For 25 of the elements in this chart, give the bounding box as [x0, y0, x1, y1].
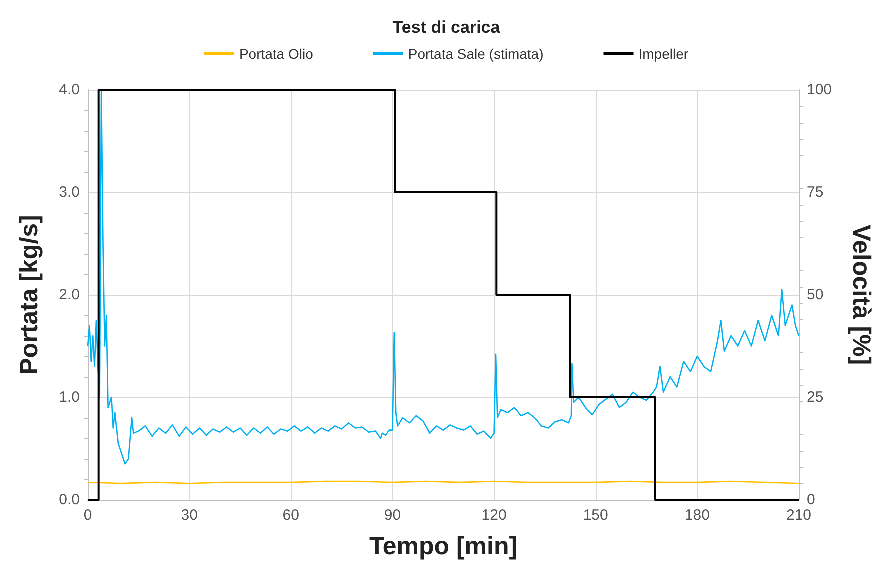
- y2-tick-label: 100: [807, 82, 832, 98]
- y2-tick-label: 0: [807, 492, 816, 508]
- x-tick-label: 60: [282, 507, 300, 524]
- legend-label: Impeller: [638, 46, 689, 62]
- y-tick-label: 1.0: [59, 389, 80, 406]
- y-tick-label: 3.0: [59, 184, 80, 201]
- y2-tick-label: 25: [807, 389, 824, 406]
- y-tick-label: 4.0: [59, 82, 80, 98]
- x-tick-label: 180: [684, 507, 710, 524]
- chart-title: Test di carica: [392, 18, 501, 37]
- x-tick-label: 210: [786, 507, 812, 524]
- y2-axis-title: Velocità [%]: [848, 224, 876, 366]
- x-tick-label: 0: [84, 507, 92, 524]
- x-tick-label: 30: [181, 507, 198, 524]
- x-tick-label: 90: [384, 507, 402, 524]
- y-tick-label: 0.0: [59, 492, 80, 508]
- y2-tick-label: 75: [807, 184, 824, 201]
- x-axis-title: Tempo [min]: [369, 532, 518, 560]
- x-tick-label: 120: [482, 507, 507, 524]
- legend-label: Portata Olio: [239, 46, 314, 62]
- x-tick-label: 150: [583, 507, 608, 524]
- y-axis-title: Portata [kg/s]: [16, 215, 44, 375]
- legend-label: Portata Sale (stimata): [408, 46, 544, 62]
- y-tick-label: 2.0: [59, 286, 80, 304]
- y2-tick-label: 50: [807, 286, 824, 304]
